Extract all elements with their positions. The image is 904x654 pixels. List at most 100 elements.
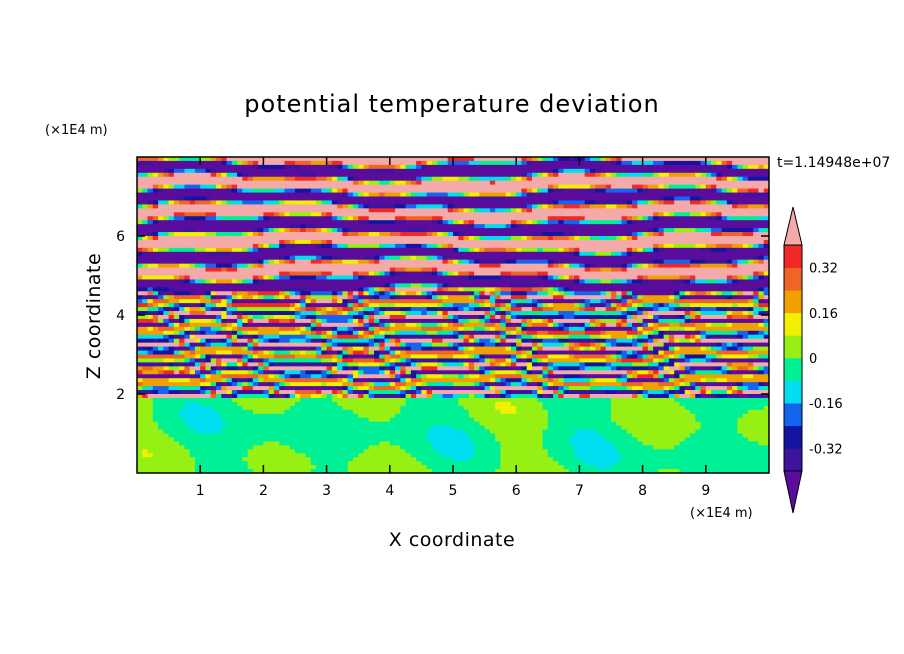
heatmap-cell (700, 168, 707, 174)
heatmap-cell (416, 283, 422, 288)
heatmap-cell (563, 303, 570, 308)
heatmap-cell (732, 275, 738, 281)
heatmap-cell (384, 318, 391, 324)
heatmap-cell (231, 164, 238, 170)
heatmap-cell (352, 311, 359, 316)
heatmap-cell (284, 204, 291, 209)
heatmap-cell (695, 164, 702, 170)
heatmap-cell (437, 200, 444, 205)
heatmap-cell (579, 267, 586, 273)
heatmap-cell (168, 192, 175, 198)
heatmap-cell (147, 236, 154, 241)
heatmap-cell (358, 192, 365, 198)
heatmap-cell (263, 307, 270, 312)
heatmap-cell (221, 287, 228, 292)
heatmap-cell (147, 243, 154, 249)
heatmap-cell (226, 180, 233, 186)
heatmap-cell (558, 236, 565, 241)
heatmap-cell (316, 232, 322, 237)
heatmap-cell (584, 232, 591, 237)
heatmap-cell (568, 168, 575, 174)
heatmap-cell (684, 160, 691, 166)
heatmap-cell (500, 303, 507, 308)
heatmap-cell (289, 247, 296, 253)
heatmap-cell (337, 220, 343, 225)
heatmap-cell (484, 307, 491, 312)
heatmap-cell (326, 263, 333, 269)
heatmap-cell (700, 184, 707, 190)
heatmap-cell (616, 279, 623, 284)
heatmap-cell (273, 271, 280, 277)
heatmap-cell (426, 216, 433, 221)
heatmap-cell (753, 196, 760, 202)
heatmap-cell (431, 315, 438, 320)
heatmap-cell (732, 287, 738, 292)
heatmap-cell (200, 168, 207, 174)
heatmap-cell (674, 279, 681, 284)
heatmap-cell (726, 192, 733, 198)
heatmap-cell (389, 232, 396, 237)
heatmap-cell (263, 315, 270, 320)
heatmap-cell (626, 279, 633, 284)
heatmap-cell (368, 295, 375, 300)
heatmap-cell (737, 204, 744, 209)
heatmap-cell (395, 157, 401, 162)
heatmap-cell (563, 251, 570, 257)
heatmap-cell (600, 184, 607, 190)
heatmap-cell (400, 271, 407, 277)
heatmap-cell (273, 287, 280, 292)
heatmap-cell (226, 168, 233, 174)
heatmap-cell (342, 220, 349, 225)
heatmap-cell (263, 259, 270, 265)
heatmap-cell (300, 188, 307, 194)
heatmap-cell (179, 283, 185, 288)
heatmap-cell (589, 220, 596, 225)
heatmap-cell (626, 315, 633, 320)
heatmap-cell (489, 303, 496, 308)
heatmap-cell (416, 259, 422, 265)
heatmap-cell (574, 224, 580, 229)
heatmap-cell (316, 267, 322, 273)
heatmap-cell (242, 224, 249, 229)
heatmap-cell (611, 247, 617, 253)
heatmap-cell (437, 216, 444, 221)
heatmap-cell (589, 204, 596, 209)
heatmap-cell (374, 176, 380, 182)
heatmap-cell (363, 180, 370, 186)
heatmap-cell (484, 172, 491, 178)
heatmap-cell (442, 184, 449, 190)
heatmap-cell (447, 176, 454, 182)
heatmap-cell (447, 247, 454, 253)
heatmap-cell (374, 247, 380, 253)
heatmap-cell (295, 267, 301, 273)
heatmap-cell (431, 299, 438, 304)
heatmap-cell (310, 236, 317, 241)
heatmap-cell (547, 307, 554, 312)
heatmap-cell (589, 200, 596, 205)
heatmap-cell (216, 283, 222, 288)
heatmap-cell (700, 291, 707, 296)
heatmap-cell (463, 157, 470, 162)
heatmap-cell (258, 263, 264, 269)
heatmap-cell (268, 243, 275, 249)
heatmap-cell (553, 267, 559, 273)
heatmap-cell (737, 196, 744, 202)
heatmap-cell (200, 299, 207, 304)
heatmap-cell (558, 307, 565, 312)
heatmap-cell (637, 172, 644, 178)
heatmap-cell (532, 291, 538, 296)
heatmap-cell (742, 232, 749, 237)
heatmap-cell (521, 172, 528, 178)
heatmap-cell (279, 315, 286, 320)
heatmap-cell (516, 295, 523, 300)
heatmap-cell (726, 299, 733, 304)
heatmap-cell (258, 216, 264, 221)
heatmap-cell (326, 164, 333, 170)
heatmap-cell (489, 168, 496, 174)
heatmap-cell (626, 255, 633, 261)
heatmap-cell (521, 160, 528, 166)
heatmap-cell (284, 212, 291, 217)
heatmap-cell (516, 255, 523, 261)
heatmap-cell (695, 168, 702, 174)
heatmap-cell (690, 311, 696, 316)
